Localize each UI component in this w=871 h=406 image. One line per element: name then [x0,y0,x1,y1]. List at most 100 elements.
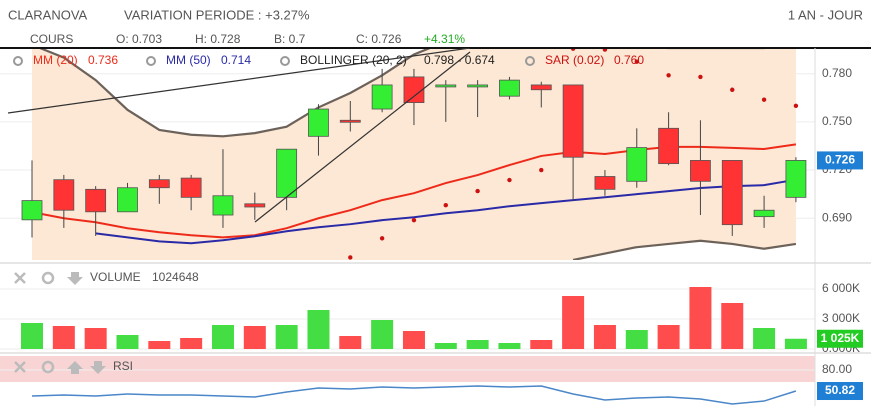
volume-bar [593,325,616,349]
legend-value: 0.714 [221,53,251,67]
legend: MM (20) 0.736 MM (50) 0.714 BOLLINGER (2… [13,53,644,67]
candle-body [562,84,584,158]
y-tick-label: 6 000K [822,281,860,295]
volume-header: VOLUME 1024648 [14,270,199,285]
candle-body [339,119,361,123]
trendline [254,51,471,223]
candle-body [180,177,202,198]
sar-dot [698,74,703,80]
legend-name: SAR (0.02) [545,53,604,67]
candle-body [690,160,711,182]
volume-bar [562,296,585,349]
moving-average [95,178,797,245]
sar-dot [443,203,448,208]
gear-icon[interactable] [525,56,535,66]
volume-label: VOLUME [90,270,141,284]
volume-bar [689,287,712,349]
candle-body [21,200,43,221]
close-icon[interactable] [14,272,26,284]
down-icon[interactable] [90,361,106,374]
quote-close: C: 0.726 [356,32,402,46]
volume-bar [275,325,298,349]
sar-dot [793,103,799,109]
volume-panel [0,287,815,350]
rsi-panel [0,369,815,405]
candle-body [117,187,138,213]
sar-dot [634,59,639,64]
candle-body [721,160,743,226]
value-box-label: 0.726 [825,153,855,167]
title: CLARANOVA [8,7,88,22]
candle-body [499,79,520,97]
quote-high: H: 0.728 [195,32,241,46]
candle-body [276,148,298,198]
sar-dot [539,167,544,173]
trendline [7,48,471,114]
volume-bar [52,326,75,349]
quote-label: COURS [30,32,73,46]
volume-bar [466,340,489,349]
volume-bar [211,325,234,349]
volume-bar [148,341,171,349]
candle-body [212,195,234,216]
volume-bar [84,328,107,349]
legend-value: 0.760 [614,53,644,67]
y-tick-label: 3 000K [822,311,860,325]
price-panel [0,48,815,260]
volume-bar [307,310,330,349]
sar-dot [730,87,735,92]
volume-bar [530,340,553,349]
volume-bar [402,331,425,349]
sar-dot [666,73,671,78]
value-box [817,151,863,170]
up-icon[interactable] [67,361,83,374]
candle-body [148,179,170,189]
variation: VARIATION PERIODE : +3.27% [124,7,310,22]
candle-body [53,179,75,211]
rsi-line [31,385,797,405]
sar-dot [379,236,385,241]
y-tick-label: 0.780 [822,66,852,80]
volume-bar [753,328,776,349]
quote-change: +4.31% [424,32,465,46]
candle-body [753,209,775,218]
quote-open: O: 0.703 [116,32,162,46]
candle-body [467,84,489,88]
y-tick-label: 0.750 [822,114,852,128]
sar-dot [348,255,353,260]
candle-body [371,84,393,110]
volume-bar [498,343,521,349]
volume-bar [180,338,203,349]
gear-icon[interactable] [41,360,55,374]
candle-body [530,84,552,91]
volume-bar [657,325,680,349]
gear-icon[interactable] [146,56,156,66]
gear-icon[interactable] [41,271,55,285]
y-tick-label: 80.00 [822,362,852,376]
close-icon[interactable] [14,361,26,373]
volume-bar [434,343,457,349]
value-box-label: 50.82 [825,383,855,397]
down-icon[interactable] [67,272,83,285]
rsi-zone [0,356,815,382]
candle-body [244,203,266,208]
rsi-header: RSI [14,359,133,374]
candle-body [403,76,425,104]
trendlines [7,48,471,223]
volume-bar [721,303,744,349]
gear-icon[interactable] [13,56,23,66]
gear-icon[interactable] [280,56,290,66]
rsi-label: RSI [113,359,133,373]
candle-body [85,188,107,213]
value-box-label: 1 025K [821,331,860,345]
sar-dot [475,188,480,194]
value-box [817,329,863,348]
bollinger-upper [37,48,776,138]
volume-bar [21,323,43,349]
value-box [817,382,863,401]
candle-body [308,108,329,137]
candle-body [594,176,616,190]
volume-bar [339,336,362,349]
legend-value: 0.798 - 0.674 [424,53,495,67]
